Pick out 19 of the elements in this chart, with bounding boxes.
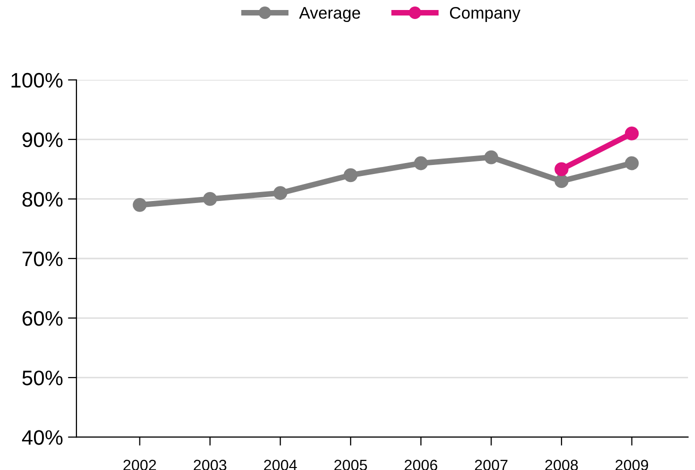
y-tick-label: 100%	[12, 72, 63, 88]
point	[414, 156, 428, 170]
legend-label: Average	[299, 7, 360, 22]
legend-label: Company	[450, 6, 520, 22]
point	[554, 162, 568, 176]
point	[203, 192, 217, 206]
point	[484, 150, 498, 164]
y-tick-label: 60%	[22, 311, 63, 326]
point	[624, 126, 639, 140]
point	[344, 168, 358, 182]
y-tick-label: 50%	[22, 370, 63, 386]
y-tick-label: 80%	[22, 192, 63, 207]
y-tick-label: 90%	[22, 132, 63, 148]
point	[132, 198, 147, 212]
point	[624, 156, 639, 170]
point	[273, 186, 288, 200]
y-tick-label: 70%	[22, 252, 63, 266]
point	[554, 174, 568, 188]
y-tick-label: 40%	[22, 430, 63, 445]
